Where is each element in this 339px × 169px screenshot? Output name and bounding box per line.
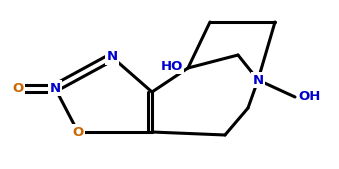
- Text: N: N: [253, 74, 263, 87]
- Text: O: O: [72, 126, 84, 139]
- Text: O: O: [13, 81, 24, 94]
- Text: N: N: [49, 81, 61, 94]
- Text: HO: HO: [161, 59, 183, 73]
- Text: OH: OH: [298, 91, 320, 103]
- Text: N: N: [106, 51, 118, 64]
